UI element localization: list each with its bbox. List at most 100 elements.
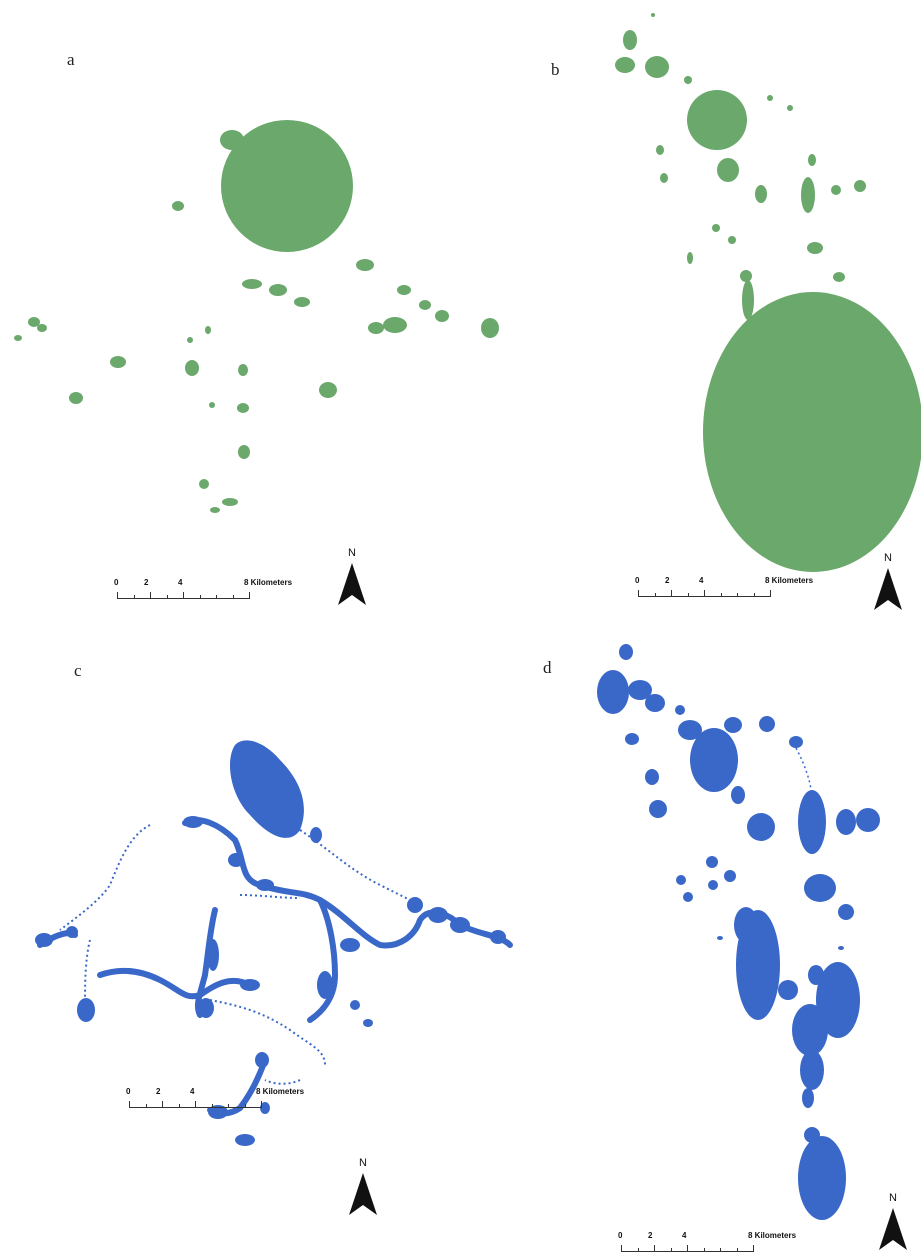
panel-c-lake xyxy=(77,998,95,1022)
panel-d-lake xyxy=(836,809,856,835)
panel-c-lake xyxy=(256,879,274,891)
scale-bar-tick xyxy=(671,590,672,597)
panel-a-lake xyxy=(319,382,337,398)
panel-c-stream xyxy=(84,939,91,1006)
scale-bar-tick xyxy=(770,590,771,597)
panel-c-stream xyxy=(59,824,151,931)
panel-d-lake xyxy=(798,1136,846,1220)
panel-a-lake xyxy=(187,337,193,343)
scale-bar-tick xyxy=(244,1104,246,1108)
scale-tick-label: 0 xyxy=(114,578,119,587)
panel-a-map xyxy=(14,120,499,513)
scale-bar-tick xyxy=(261,1101,262,1108)
scale-bar-tick xyxy=(129,1101,130,1108)
panel-b-lake xyxy=(742,280,754,320)
panel-d-lake xyxy=(804,874,836,902)
panel-b-large-lake xyxy=(703,292,921,572)
panel-d-lake xyxy=(759,716,775,732)
north-arrow-c: N xyxy=(348,1157,378,1217)
panel-c-lake xyxy=(198,998,214,1018)
panel-a-lake xyxy=(185,360,199,376)
scale-tick-label: 2 xyxy=(648,1231,653,1240)
panel-a-lake xyxy=(237,403,249,413)
panel-d-lake xyxy=(645,694,665,712)
panel-d-lake xyxy=(789,736,803,748)
panel-d-lake xyxy=(706,856,718,868)
panel-d-lake xyxy=(690,728,738,792)
scale-bar-tick xyxy=(162,1101,163,1108)
panel-d-lake xyxy=(645,769,659,785)
scale-bar-tick xyxy=(687,1245,688,1252)
panel-b-lake xyxy=(645,56,669,78)
panel-d-lake xyxy=(734,907,758,943)
panel-label-a: a xyxy=(67,50,75,69)
scale-bar-c: 0 2 4 8 Kilometers xyxy=(126,1087,326,1117)
panel-a-lake xyxy=(238,445,250,459)
panel-b-lake xyxy=(854,180,866,192)
scale-bar-tick xyxy=(232,595,234,599)
panel-c-lake xyxy=(66,926,78,938)
scale-tick-label: 8 Kilometers xyxy=(244,578,293,587)
panel-a-lake xyxy=(383,317,407,333)
scale-bar-tick xyxy=(720,593,722,597)
scale-bar-tick xyxy=(228,1104,229,1108)
north-arrow-b: N xyxy=(873,552,903,612)
scale-bar-tick xyxy=(249,592,250,599)
panel-c-map xyxy=(35,740,513,1146)
panel-b-lake xyxy=(623,30,637,50)
panel-b-lake xyxy=(712,224,720,232)
scale-bar-tick xyxy=(704,590,705,597)
panel-c-lake xyxy=(310,827,322,843)
panel-c-stream xyxy=(239,894,301,899)
panel-d-lake xyxy=(708,880,718,890)
panel-b-lake xyxy=(787,105,793,111)
scale-tick-label: 8 Kilometers xyxy=(765,576,814,585)
scale-tick-label: 8 Kilometers xyxy=(748,1231,797,1240)
panel-c-lake xyxy=(317,971,333,999)
panel-c-lake xyxy=(183,816,203,828)
panel-a-lake xyxy=(199,479,209,489)
panel-d-stream xyxy=(795,747,813,796)
scale-bar-tick xyxy=(654,1245,655,1252)
panel-d-lake xyxy=(683,892,693,902)
panel-d-lake xyxy=(649,800,667,818)
scale-bar-tick xyxy=(703,1248,705,1252)
scale-bar-tick xyxy=(621,1245,622,1252)
scale-tick-label: 2 xyxy=(144,578,149,587)
panel-b-map xyxy=(615,13,921,572)
north-arrow-a: N xyxy=(337,547,367,607)
panel-c-large-lake xyxy=(230,740,304,838)
panel-c-lakes xyxy=(35,816,506,1146)
panel-d-lake xyxy=(838,946,844,950)
panel-c-lake xyxy=(363,1019,373,1027)
scale-tick-label: 8 Kilometers xyxy=(256,1087,305,1096)
panel-a-lake xyxy=(205,326,211,334)
scale-bar-tick xyxy=(216,595,217,599)
panel-a-lake xyxy=(294,297,310,307)
scale-bar-d: 0 2 4 8 Kilometers xyxy=(618,1231,818,1255)
scale-tick-label: 0 xyxy=(126,1087,131,1096)
scale-tick-label: 0 xyxy=(635,576,640,585)
panel-d-lake xyxy=(800,1050,824,1090)
panel-d-lake xyxy=(808,965,824,985)
panel-b-lake xyxy=(740,270,752,282)
scale-bar-tick xyxy=(199,595,201,599)
north-letter: N xyxy=(884,552,892,564)
panel-c-lake xyxy=(208,1105,228,1119)
panel-b-lake xyxy=(717,158,739,182)
panel-c-lake xyxy=(450,917,470,933)
scale-bar-tick xyxy=(178,1104,180,1108)
scale-bar-tick xyxy=(211,1104,213,1108)
panel-a-lake xyxy=(28,317,40,327)
scale-bar-tick xyxy=(670,1248,672,1252)
panel-d-lake xyxy=(717,936,723,940)
panel-d-lake xyxy=(856,808,880,832)
panel-c-lake xyxy=(35,933,53,947)
panel-c-channel xyxy=(194,907,218,1018)
scale-bar-tick xyxy=(183,592,184,599)
scale-bar-tick xyxy=(145,1104,147,1108)
panel-d-map xyxy=(597,644,880,1220)
scale-bar-tick xyxy=(753,593,755,597)
panel-a-lake xyxy=(356,259,374,271)
panel-c-lake xyxy=(235,1134,255,1146)
